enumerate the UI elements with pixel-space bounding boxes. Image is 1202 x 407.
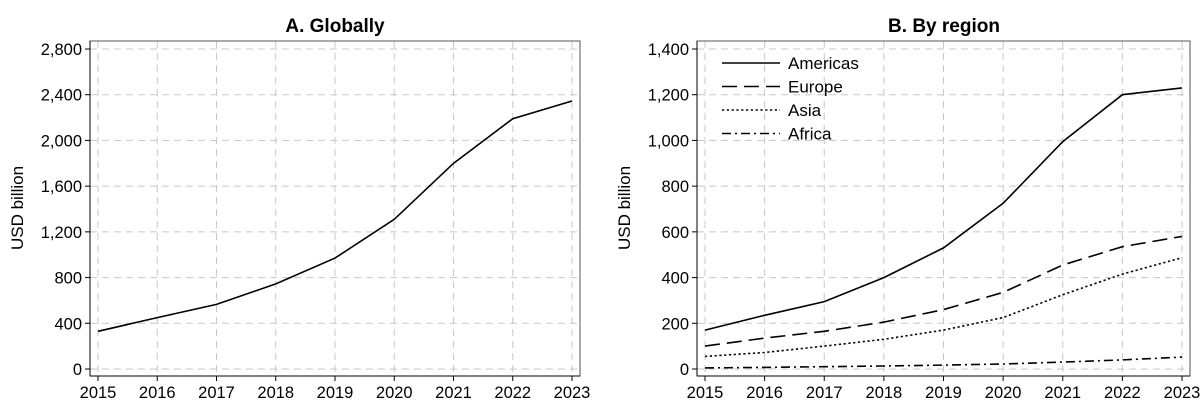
y-tick-label: 800 [661, 178, 689, 196]
y-tick-label: 2,000 [41, 132, 82, 150]
y-tick-label: 0 [73, 361, 82, 379]
x-tick-label: 2021 [435, 384, 472, 402]
y-tick-label: 1,200 [648, 87, 689, 105]
y-tick-label: 0 [680, 361, 689, 379]
x-tick-label: 2018 [866, 384, 903, 402]
x-tick-label: 2017 [806, 384, 843, 402]
x-tick-label: 2020 [376, 384, 413, 402]
series-line-africa [704, 356, 1183, 369]
x-tick-label: 2019 [925, 384, 962, 402]
y-tick-label: 1,600 [41, 178, 82, 196]
x-tick-label: 2023 [1164, 384, 1201, 402]
panel-by-region: B. By region USD billion 0 200 400 600 800 1,… [615, 16, 1200, 402]
x-tick-label: 2015 [687, 384, 724, 402]
x-tick-label: 2016 [139, 384, 176, 402]
y-tick-label: 600 [661, 224, 689, 242]
legend-label-americas: Americas [788, 54, 859, 73]
panel-globally: A. Globally USD billion 0 400 800 1,200 1,60… [8, 16, 590, 402]
legend-label-asia: Asia [788, 101, 822, 120]
x-tick-label: 2022 [1104, 384, 1141, 402]
x-tick-label: 2021 [1044, 384, 1081, 402]
x-tick-label: 2017 [198, 384, 235, 402]
x-tick-label: 2020 [985, 384, 1022, 402]
y-axis-label: USD billion [615, 166, 634, 250]
series-line-americas [704, 87, 1183, 331]
y-tick-label: 800 [54, 270, 82, 288]
legend: Americas Europe Asia Africa [722, 54, 859, 144]
legend-label-europe: Europe [788, 78, 843, 97]
y-tick-label: 400 [661, 270, 689, 288]
x-tick-label: 2015 [80, 384, 117, 402]
chart-title: A. Globally [285, 16, 385, 37]
y-tick-label: 1,400 [648, 41, 689, 59]
x-tick-label: 2022 [494, 384, 531, 402]
y-tick-label: 1,200 [41, 224, 82, 242]
y-tick-label: 400 [54, 315, 82, 333]
y-tick-label: 2,400 [41, 87, 82, 105]
series-line-asia [704, 256, 1183, 358]
y-tick-label: 2,800 [41, 41, 82, 59]
chart-title: B. By region [888, 16, 1000, 37]
y-tick-label: 200 [661, 315, 689, 333]
series-line-total [97, 100, 573, 333]
y-axis-label: USD billion [8, 166, 27, 250]
x-tick-label: 2016 [746, 384, 783, 402]
legend-label-africa: Africa [788, 125, 832, 144]
x-tick-label: 2018 [257, 384, 294, 402]
x-tick-label: 2019 [317, 384, 354, 402]
x-tick-label: 2023 [554, 384, 591, 402]
y-tick-label: 1,000 [648, 132, 689, 150]
series-line-europe [704, 235, 1183, 347]
